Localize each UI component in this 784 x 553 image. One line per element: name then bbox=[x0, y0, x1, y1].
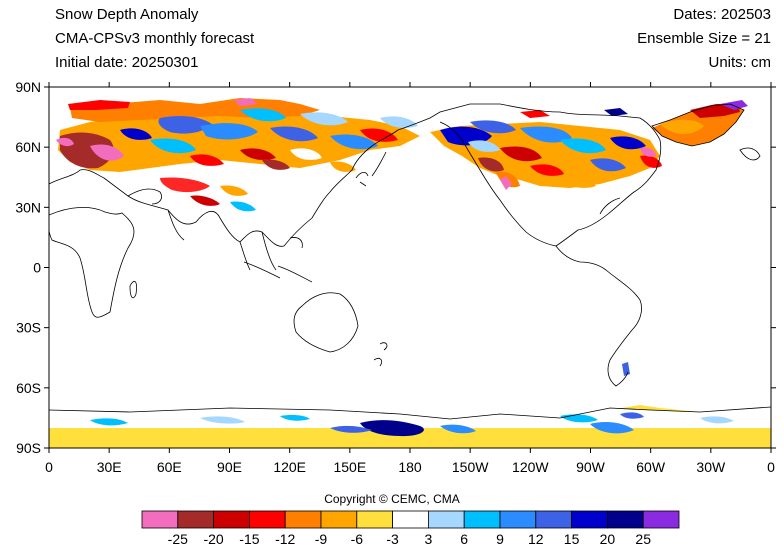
lon-tick-label: 60W bbox=[636, 459, 666, 475]
map-content bbox=[49, 87, 771, 448]
colorbar-swatch bbox=[571, 510, 608, 529]
lat-tick-label: 90N bbox=[15, 79, 41, 95]
colorbar-label: 25 bbox=[635, 531, 651, 547]
lon-tick-label: 90E bbox=[217, 459, 242, 475]
colorbar-swatch bbox=[642, 510, 680, 529]
lat-tick-label: 60N bbox=[15, 139, 41, 155]
lon-tick-label: 150E bbox=[333, 459, 366, 475]
colorbar-swatch bbox=[141, 510, 179, 529]
colorbar-label: -9 bbox=[315, 531, 328, 547]
colorbar-label: 20 bbox=[600, 531, 616, 547]
colorbar-label: -3 bbox=[386, 531, 399, 547]
colorbar-swatch bbox=[284, 510, 322, 529]
lat-tick-label: 30S bbox=[16, 320, 41, 336]
antarctica-anomaly bbox=[49, 405, 771, 448]
colorbar-label: 6 bbox=[460, 531, 468, 547]
copyright-text: Copyright © CEMC, CMA bbox=[324, 492, 460, 506]
colorbar-label: 9 bbox=[496, 531, 504, 547]
colorbar-swatch bbox=[177, 510, 215, 529]
lon-tick-label: 180 bbox=[398, 459, 422, 475]
lat-tick-label: 0 bbox=[33, 260, 41, 276]
lon-tick-label: 30W bbox=[696, 459, 726, 475]
colorbar-swatch bbox=[320, 510, 358, 529]
lon-tick-label: 90W bbox=[576, 459, 606, 475]
lat-tick-label: 60S bbox=[16, 380, 41, 396]
colorbar-swatch bbox=[392, 510, 429, 529]
colorbar-swatch bbox=[248, 510, 286, 529]
colorbar-swatch bbox=[463, 510, 501, 529]
lon-tick-label: 60E bbox=[157, 459, 182, 475]
lon-tick-label: 30E bbox=[97, 459, 122, 475]
units-label: Units: cm bbox=[708, 54, 771, 71]
longitude-ticks: 0 30E 60E 90E 120E 150E 180 150W 120W 90W 60W 30W 0 bbox=[45, 82, 775, 475]
model-name: CMA-CPSv3 monthly forecast bbox=[55, 30, 255, 47]
colorbar-label: -25 bbox=[168, 531, 188, 547]
colorbar-swatch bbox=[427, 510, 465, 529]
colorbar-label: -20 bbox=[203, 531, 223, 547]
colorbar-label: 15 bbox=[564, 531, 580, 547]
colorbar-label: 12 bbox=[528, 531, 544, 547]
colorbar-swatch bbox=[213, 510, 250, 529]
lon-tick-label: 150W bbox=[452, 459, 489, 475]
colorbar-swatch bbox=[607, 510, 644, 529]
colorbar-label: -6 bbox=[351, 531, 364, 547]
lon-tick-label: 0 bbox=[45, 459, 53, 475]
eurasia-anomaly bbox=[56, 98, 420, 212]
latitude-ticks: 90N 60N 30N 0 30S 60S 90S bbox=[15, 79, 776, 456]
colorbar-swatch bbox=[499, 510, 537, 529]
lon-tick-label: 120E bbox=[273, 459, 306, 475]
coastlines bbox=[49, 103, 761, 387]
lon-tick-label: 120W bbox=[512, 459, 549, 475]
colorbar-label: -15 bbox=[239, 531, 259, 547]
lat-tick-label: 30N bbox=[15, 199, 41, 215]
north-america-anomaly bbox=[430, 100, 748, 376]
colorbar-swatch bbox=[535, 510, 572, 529]
colorbar: -25 -20 -15 -12 -9 -6 -3 3 6 9 12 15 20 25 bbox=[141, 510, 680, 547]
colorbar-label: 3 bbox=[425, 531, 433, 547]
lat-tick-label: 90S bbox=[16, 440, 41, 456]
colorbar-swatch bbox=[356, 510, 393, 529]
ensemble-size: Ensemble Size = 21 bbox=[637, 30, 771, 47]
colorbar-label: -12 bbox=[275, 531, 295, 547]
map-title: Snow Depth Anomaly bbox=[55, 6, 199, 23]
forecast-dates: Dates: 202503 bbox=[673, 6, 771, 23]
initial-date: Initial date: 20250301 bbox=[55, 54, 199, 71]
lon-tick-label: 0 bbox=[767, 459, 775, 475]
